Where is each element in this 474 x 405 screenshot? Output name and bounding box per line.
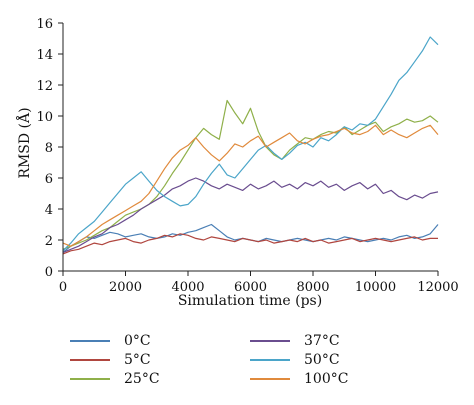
x-tick-label-12000: 12000 [417, 280, 458, 295]
y-tick-label-14: 14 [36, 48, 53, 63]
y-tick-label-2: 2 [45, 234, 53, 249]
y-tick-label-4: 4 [45, 203, 53, 218]
series-layer [62, 36, 439, 255]
y-tick-label-0: 0 [45, 265, 53, 280]
series-line-0CC [62, 223, 439, 253]
y-tick-label-12: 12 [36, 79, 53, 94]
x-tick-label-4000: 4000 [171, 280, 204, 295]
y-axis: 0 2 4 6 8 10 12 14 16 [36, 17, 64, 280]
y-tick-label-8: 8 [45, 141, 53, 156]
x-tick-label-8000: 8000 [296, 280, 329, 295]
x-tick-label-0: 0 [59, 280, 67, 295]
x-axis: 0 2000 4000 6000 8000 10000 12000 [59, 270, 459, 295]
series-line-37CC [62, 177, 439, 253]
x-axis-label: Simulation time (ps) [178, 293, 322, 309]
x-tick-label-10000: 10000 [355, 280, 396, 295]
y-tick-label-6: 6 [45, 172, 53, 187]
y-tick-label-16: 16 [36, 17, 53, 32]
series-line-100CC [62, 124, 439, 247]
y-tick-label-10: 10 [36, 110, 53, 125]
series-line-50CC [62, 36, 439, 252]
y-axis-label: RMSD (Å) [15, 107, 33, 178]
series-line-25CC [62, 99, 439, 250]
series-line-5CC [62, 233, 438, 255]
x-tick-label-2000: 2000 [109, 280, 142, 295]
x-tick-label-6000: 6000 [234, 280, 267, 295]
